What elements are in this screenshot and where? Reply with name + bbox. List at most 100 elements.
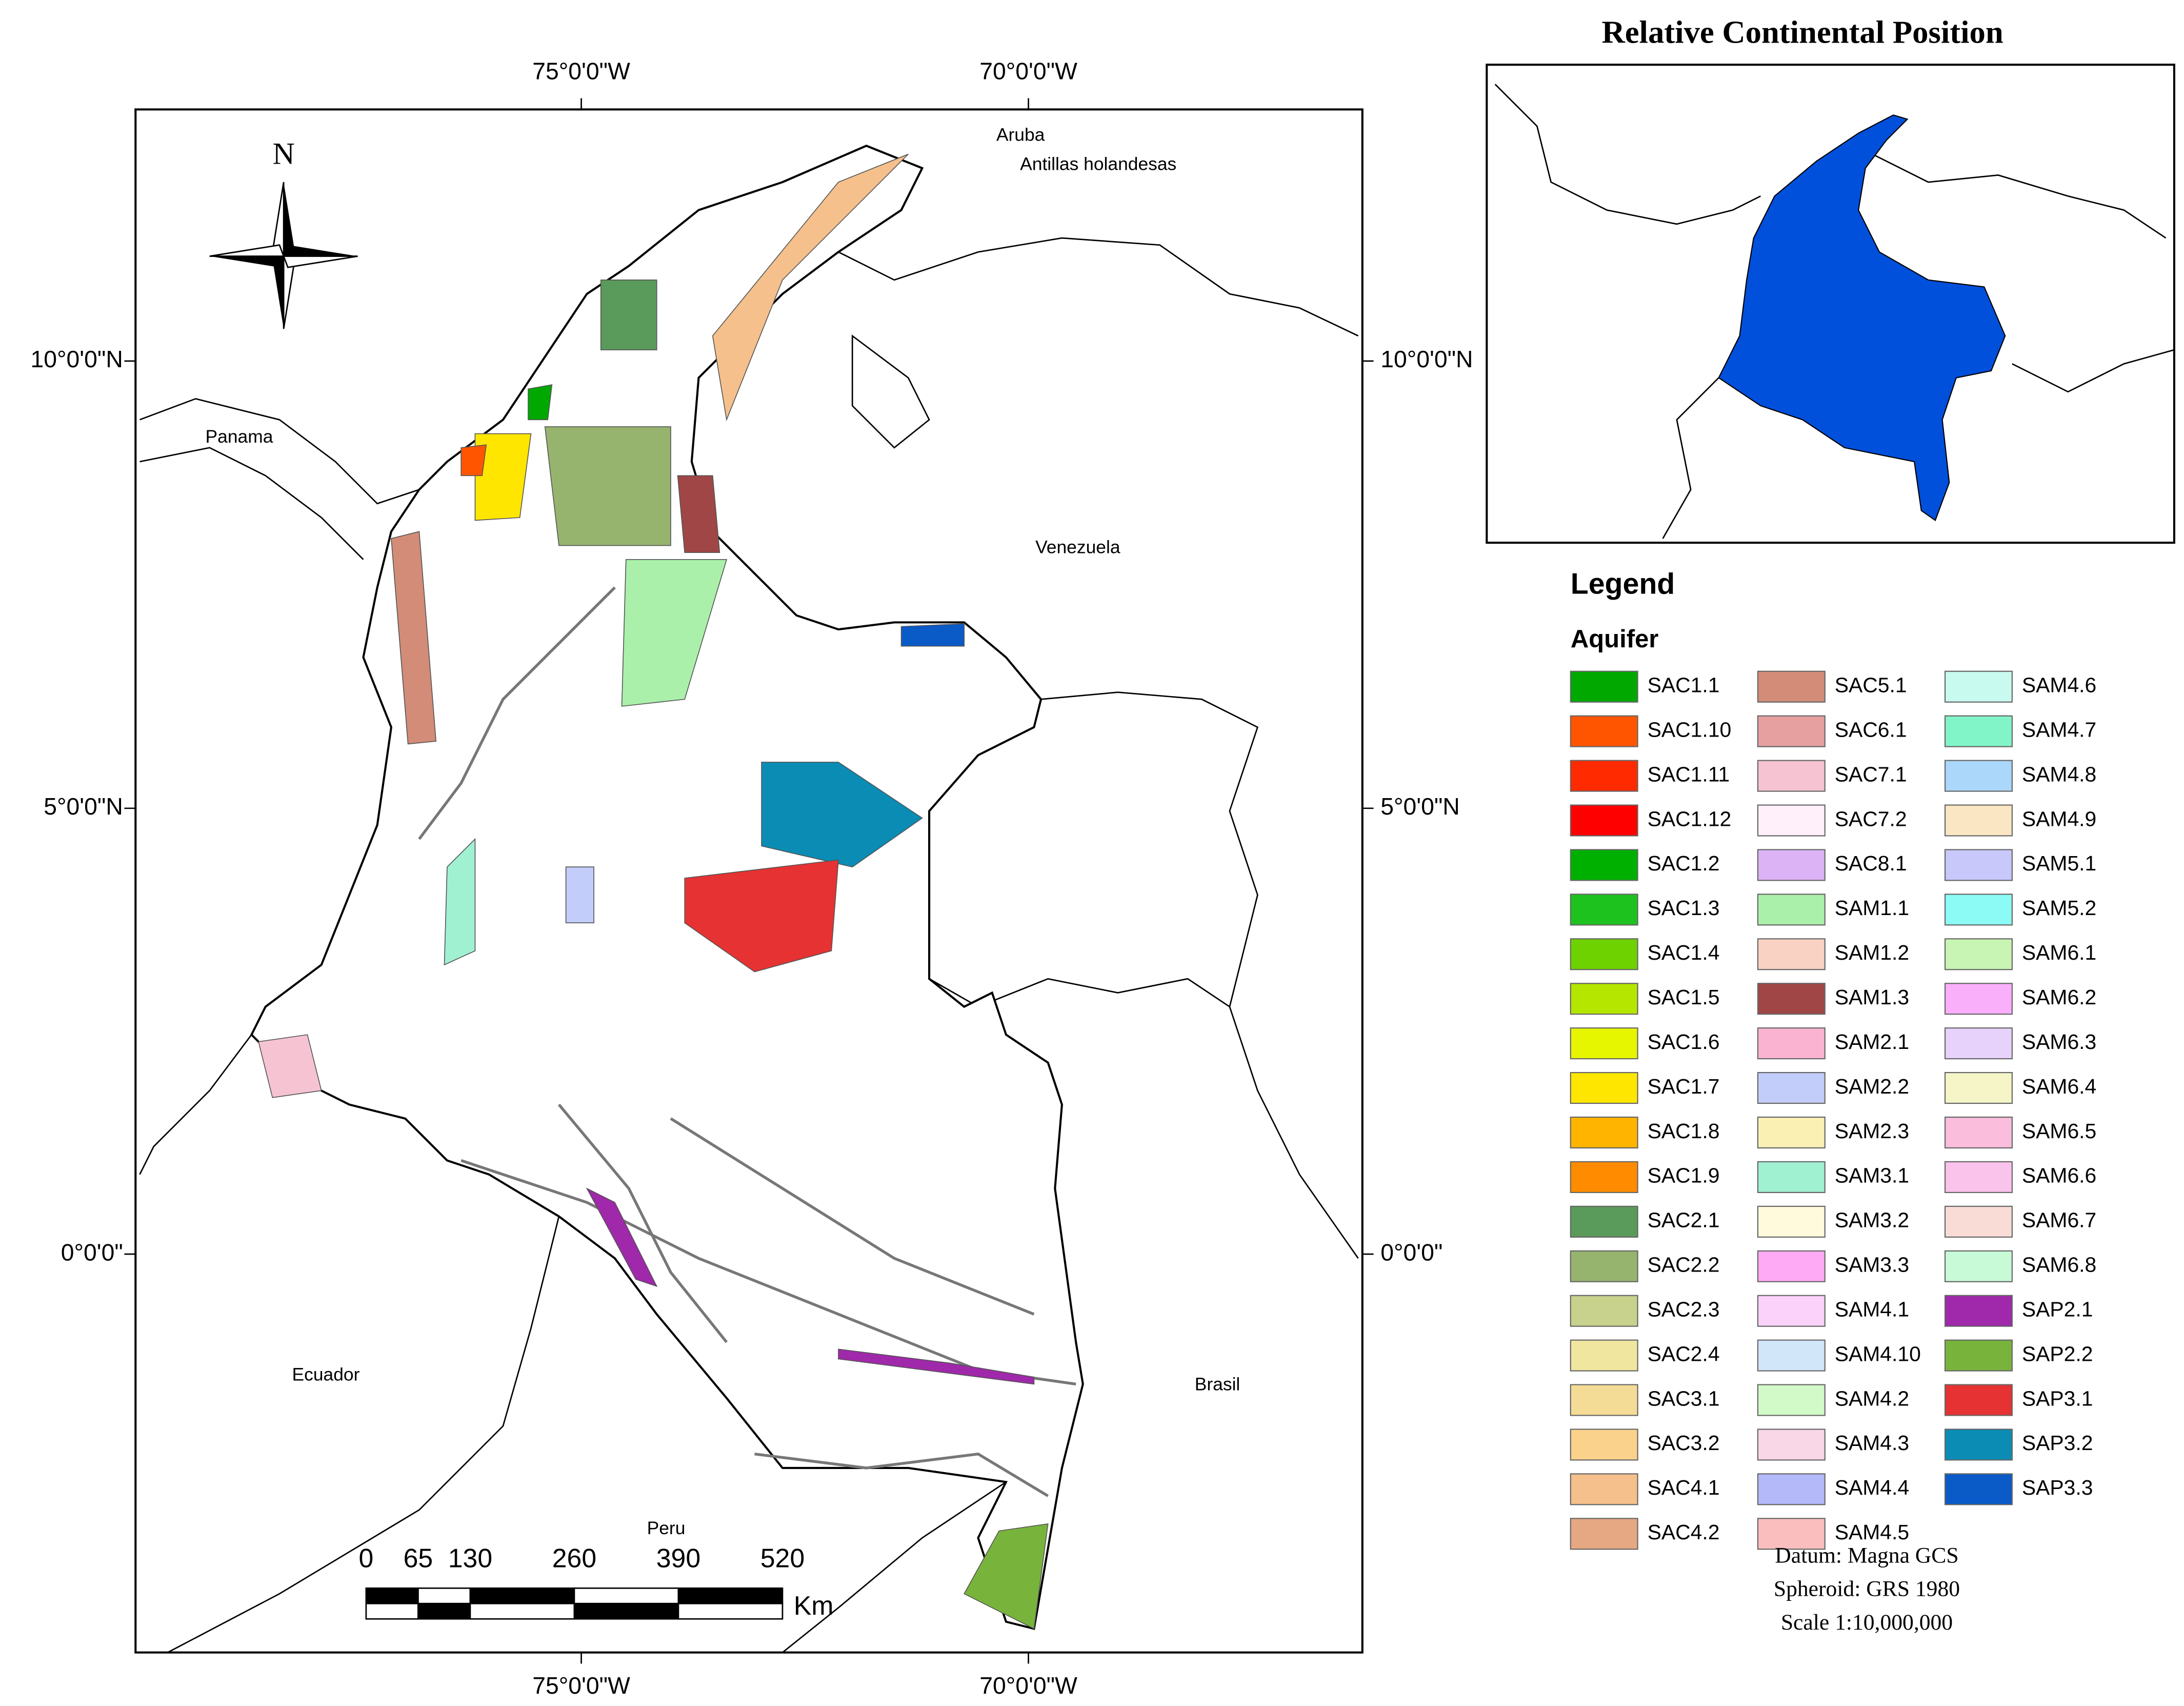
legend-swatch [1757,983,1826,1015]
legend-label: SAC1.1 [1648,673,1720,697]
north-label: N [273,137,295,171]
legend-swatch [1570,1250,1638,1282]
legend-label: SAM6.6 [2022,1164,2096,1187]
graticule-label: 70°0'0"W [979,58,1077,85]
legend-label: SAM4.8 [2022,762,2096,786]
ecuador-peru-border [167,1216,560,1653]
panama-coast [139,447,364,560]
legend-label: SAC1.8 [1648,1119,1720,1143]
legend-swatch [1944,1161,2013,1193]
legend-label: SAC6.1 [1835,718,1907,741]
legend-label: SAC2.4 [1648,1342,1720,1365]
legend-swatch [1757,1205,1826,1238]
legend-label: SAC4.1 [1648,1476,1720,1499]
internal-boundary [929,978,1230,1008]
scale-segment [417,1587,471,1604]
scale-bar: Km 0 65 130 260 390 520 [359,1543,834,1620]
legend-title: Legend [1571,568,1675,601]
scale-segment [573,1587,679,1604]
legend-swatch [1944,1473,2013,1505]
arrow-part [284,245,358,256]
legend-label: SAC1.2 [1648,851,1720,875]
legend-label: SAC1.10 [1648,718,1732,741]
legend-label: SAM3.3 [1835,1253,1909,1277]
legend-label: SAM6.7 [2022,1208,2096,1232]
place-label: Panama [206,426,273,447]
aquifer-patch [565,866,594,924]
legend-swatch [1757,1116,1826,1149]
legend-swatch [1570,1205,1638,1238]
legend-label: SAM4.5 [1835,1520,1909,1544]
legend-swatch [1570,1339,1638,1372]
legend-label: SAC1.9 [1648,1164,1720,1187]
legend-swatch [1944,1072,2013,1104]
graticule-label: 5°0'0"N [1380,793,1460,820]
legend-swatch [1570,938,1638,970]
legend-label: SAC2.2 [1648,1253,1720,1277]
rivers [418,586,1076,1497]
legend-swatch [1757,938,1826,970]
legend-label: SAM4.10 [1835,1342,1921,1365]
legend-label: SAM6.2 [2022,985,2096,1009]
legend-label: SAP3.1 [2022,1386,2093,1410]
graticule-label: 75°0'0"W [532,1672,630,1699]
aquifer-patch [712,153,909,422]
arrow-part [283,255,358,268]
graticule-label: 5°0'0"N [44,793,123,820]
legend-swatch [1570,670,1638,703]
legend-label: SAP3.2 [2022,1431,2093,1455]
legend-label: SAM4.7 [2022,718,2096,741]
legend-swatch [1944,1250,2013,1282]
arrow-part [272,256,284,329]
aquifer-patch [528,384,553,421]
aquifer-patch [258,1034,322,1098]
aquifer-patch [600,279,657,350]
legend-swatch [1757,760,1826,792]
legend-swatch [1757,670,1826,703]
arrow-part [284,182,295,256]
aquifer-patch [621,559,728,707]
legend-label: SAM6.3 [2022,1030,2096,1054]
legend-label: SAC2.1 [1648,1208,1720,1232]
place-labels: Aruba Antillas holandesas Panama Venezue… [206,124,1240,1538]
scale-tick-label: 260 [552,1543,596,1573]
aquifer-patch [684,859,839,973]
legend-label: SAC1.12 [1648,807,1732,830]
scale-tick-label: 65 [404,1543,433,1573]
legend-label: SAM4.2 [1835,1386,1909,1410]
legend-label: SAM6.8 [2022,1253,2096,1277]
legend-label: SAC2.3 [1648,1297,1720,1321]
scale-tick-label: 0 [359,1543,374,1573]
scale-tick-label: 520 [760,1543,805,1573]
legend-swatch [1944,1027,2013,1060]
graticule-label: 0°0'0" [1380,1239,1442,1265]
legend-swatch [1944,849,2013,881]
legend-swatch [1757,1473,1826,1505]
graticule-label: 0°0'0" [61,1239,123,1265]
place-label: Antillas holandesas [1020,154,1176,174]
legend-label: SAM4.6 [2022,673,2096,697]
legend-label: SAM4.3 [1835,1431,1909,1455]
inset-coast [1662,377,1719,539]
legend-label: SAM1.3 [1835,985,1909,1009]
legend-swatch [1757,1295,1826,1327]
aquifer-patch [474,433,532,521]
graticule-label: 70°0'0"W [979,1672,1077,1699]
scale-segment [469,1602,575,1620]
legend-label: SAC1.3 [1648,896,1720,920]
legend-label: SAM2.1 [1835,1030,1909,1054]
scale-unit: Km [794,1591,834,1620]
legend-label: SAC7.2 [1835,807,1907,830]
legend-label: SAP3.3 [2022,1476,2093,1499]
legend-label: SAC5.1 [1835,673,1907,697]
scale-segment [677,1587,784,1604]
inset-coast [2012,349,2175,393]
scale-segment [417,1602,471,1620]
scale-segment [365,1602,419,1620]
legend-label: SAM4.9 [2022,807,2096,830]
note: Scale 1:10,000,000 [1781,1610,1953,1635]
maracaibo-lake [851,334,930,449]
legend-label: SAM6.5 [2022,1119,2096,1143]
